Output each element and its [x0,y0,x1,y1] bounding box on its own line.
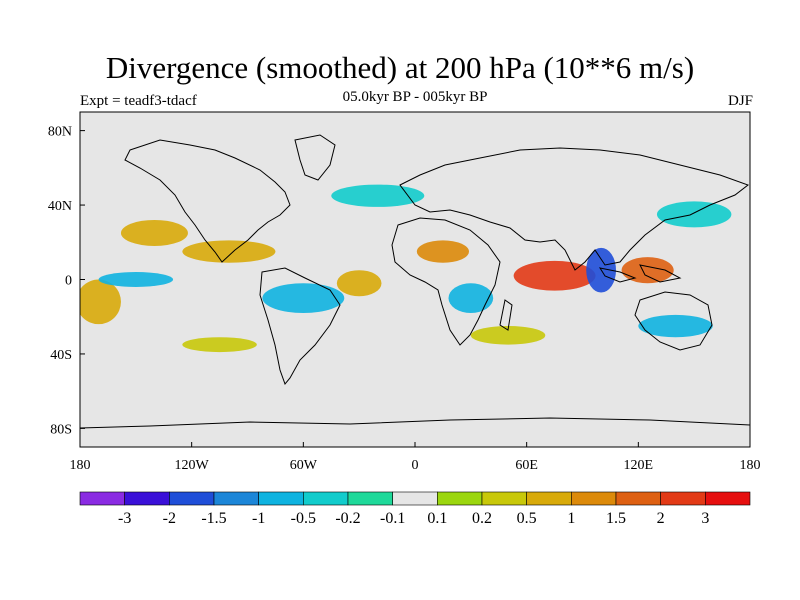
divergence-feature-12 [448,283,494,313]
x-tick-label: 60E [515,458,538,473]
divergence-feature-13 [98,272,174,287]
colorbar-label: 1 [567,510,575,527]
x-tick-label: 180 [70,458,91,473]
colorbar-label: 2 [657,510,665,527]
colorbar-swatch [660,491,706,506]
colorbar-swatch [571,491,617,506]
season-label: DJF [727,93,753,109]
colorbar-label: -1 [252,510,265,527]
divergence-feature-8 [470,326,546,345]
divergence-feature-16 [656,201,732,228]
x-tick-label: 0 [412,458,419,473]
experiment-label: Expt = teadf3-tdacf [80,93,197,109]
divergence-feature-9 [182,337,257,353]
divergence-feature-4 [182,240,276,263]
x-tick-label: 60W [290,458,318,473]
colorbar-label: 0.2 [472,510,492,527]
colorbar-swatch [392,491,438,506]
colorbar-swatch [79,491,125,506]
chart-title: Divergence (smoothed) at 200 hPa (10**6 … [105,50,695,85]
colorbar-swatch [124,491,170,506]
colorbar-swatch [437,491,483,506]
divergence-feature-6 [336,270,382,297]
x-tick-label: 120E [624,458,654,473]
divergence-field [80,184,732,353]
divergence-feature-14 [638,314,713,338]
divergence-feature-3 [416,240,469,263]
divergence-feature-1 [513,260,596,291]
colorbar-swatch [481,491,527,506]
colorbar-label: 0.1 [427,510,447,527]
divergence-feature-5 [120,219,188,247]
colorbar-swatch [303,491,349,506]
colorbar-label: -1.5 [201,510,226,527]
colorbar-label: 3 [701,510,709,527]
divergence-feature-7 [80,279,121,325]
y-tick-label: 0 [65,274,72,289]
y-tick-label: 80S [50,422,72,437]
colorbar-swatch [615,491,661,506]
colorbar-swatch [347,491,393,506]
colorbar-swatch [169,491,215,506]
x-tick-label: 180 [740,458,761,473]
divergence-feature-11 [262,283,345,313]
coastlines [80,134,750,429]
y-axis: 80N 40N 0 40S 80S [48,125,85,437]
y-tick-label: 80N [48,125,72,140]
colorbar-label: -0.2 [335,510,360,527]
period-label: 05.0kyr BP - 005kyr BP [342,89,488,105]
colorbar-swatch [705,491,751,506]
colorbar-swatch [526,491,572,506]
colorbar: -3 -2 -1.5 -1 -0.5 -0.2 -0.1 0.1 0.2 0.5 1 1.5 2 3 [79,491,751,527]
y-tick-label: 40S [50,348,72,363]
colorbar-label: -0.1 [380,510,405,527]
colorbar-label: -0.5 [291,510,316,527]
colorbar-swatch [213,491,259,506]
y-tick-label: 40N [48,199,72,214]
x-tick-label: 120W [175,458,210,473]
x-axis: 180 120W 60W 0 60E 120E 180 [70,442,761,473]
colorbar-label: 1.5 [606,510,626,527]
colorbar-swatch [258,491,304,506]
colorbar-label: 0.5 [517,510,537,527]
colorbar-label: -3 [118,510,131,527]
colorbar-label: -2 [163,510,176,527]
divergence-feature-2 [621,257,674,284]
divergence-feature-15 [331,184,425,207]
